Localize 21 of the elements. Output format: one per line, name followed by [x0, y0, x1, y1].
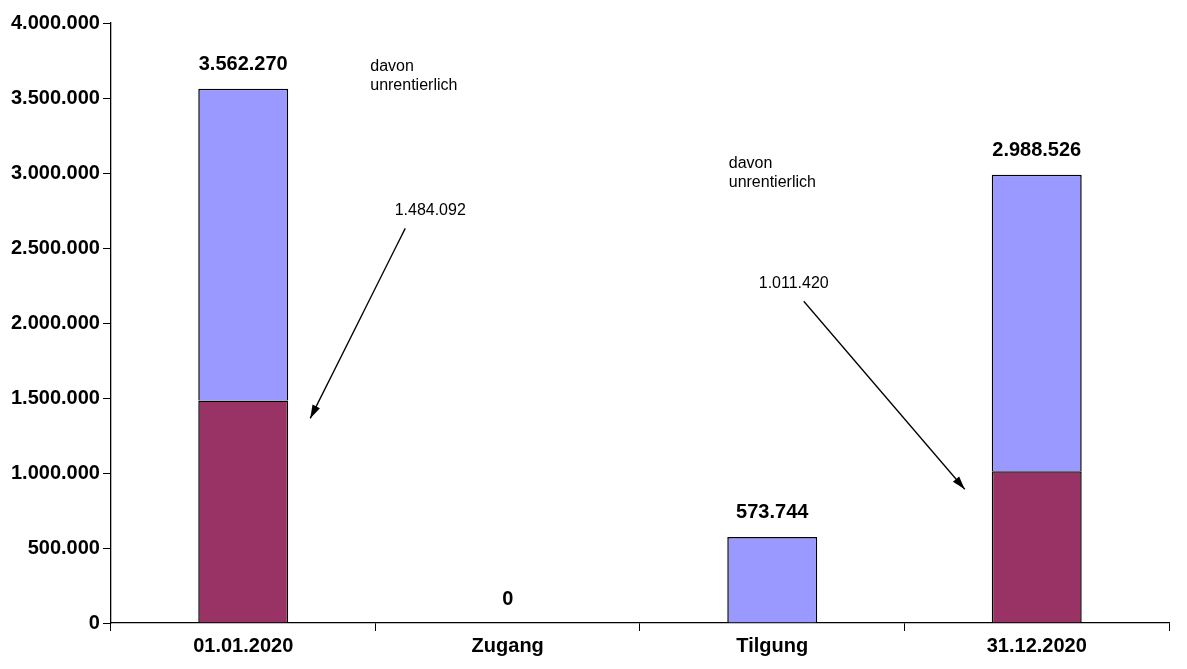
total-label: 2.988.526	[992, 138, 1082, 161]
x-tick-label: 31.12.2020	[986, 633, 1087, 656]
text: 0	[502, 586, 514, 609]
y-tick-label: 4.000.000	[10, 10, 100, 33]
annotation: davon unrentierlich	[728, 153, 816, 190]
y-tick-label: 0	[88, 610, 100, 633]
x-tick-label: Tilgung	[736, 633, 809, 656]
y-tick-label: 1.500.000	[10, 385, 100, 408]
x-tick-label: 01.01.2020	[193, 633, 294, 656]
y-tick-label: 1.000.000	[10, 460, 100, 483]
y-tick-label: 3.000.000	[10, 160, 100, 183]
y-tick-label: 500.000	[27, 535, 100, 558]
annotation: 1.484.092	[394, 200, 466, 218]
x-tick-label: Zugang	[471, 633, 544, 656]
total-label: 3.562.270	[198, 52, 288, 75]
annotation: davon unrentierlich	[370, 56, 458, 93]
y-tick-label: 3.500.000	[10, 85, 100, 108]
y-tick-label: 2.000.000	[10, 310, 100, 333]
total-label: 573.744	[736, 500, 810, 523]
y-tick-label: 2.500.000	[10, 235, 100, 258]
annotation: 1.011.420	[758, 273, 829, 291]
